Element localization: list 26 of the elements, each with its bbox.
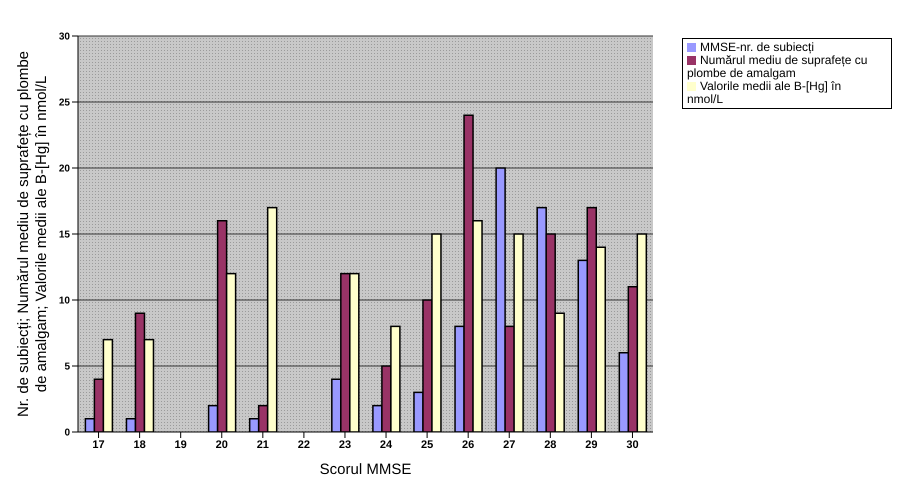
x-tick-label: 19 bbox=[174, 438, 187, 451]
x-tick-label: 21 bbox=[256, 438, 269, 451]
x-tick-label: 28 bbox=[544, 438, 556, 451]
x-tick-label: 22 bbox=[298, 438, 310, 451]
y-tick-label: 10 bbox=[58, 296, 70, 307]
x-tick-label: 20 bbox=[216, 438, 228, 451]
y-tick-label: 0 bbox=[64, 428, 70, 439]
y-tick-label: 15 bbox=[58, 230, 70, 241]
x-tick-label: 23 bbox=[338, 438, 352, 451]
x-tick-label: 17 bbox=[92, 438, 105, 451]
y-tick-label: 5 bbox=[64, 362, 70, 373]
x-tick-label: 18 bbox=[133, 438, 146, 451]
x-tick-label: 25 bbox=[420, 438, 434, 451]
x-tick-label: 24 bbox=[380, 438, 394, 451]
x-axis-title: Scorul MMSE bbox=[320, 461, 412, 478]
x-tick-label: 30 bbox=[626, 438, 639, 451]
x-tick-label: 27 bbox=[503, 438, 516, 451]
legend-label: Numărul mediu de suprafețe cu plombe de amalgam bbox=[687, 53, 868, 80]
y-axis-title: Nr. de subiecți; Numărul mediu de suprafețe cu plombe de amalgam; Valorile medii ale B-[Hg] în nmol/L bbox=[15, 50, 50, 418]
y-tick-label: 20 bbox=[58, 164, 70, 175]
x-tick-label: 29 bbox=[585, 438, 598, 451]
legend-label: Valorile medii ale B-[Hg] în nmol/L bbox=[687, 79, 842, 106]
y-tick-label: 25 bbox=[58, 98, 70, 109]
legend-label: MMSE-nr. de subiecți bbox=[700, 40, 814, 54]
y-tick-label: 30 bbox=[58, 32, 70, 43]
x-tick-label: 26 bbox=[462, 438, 474, 451]
